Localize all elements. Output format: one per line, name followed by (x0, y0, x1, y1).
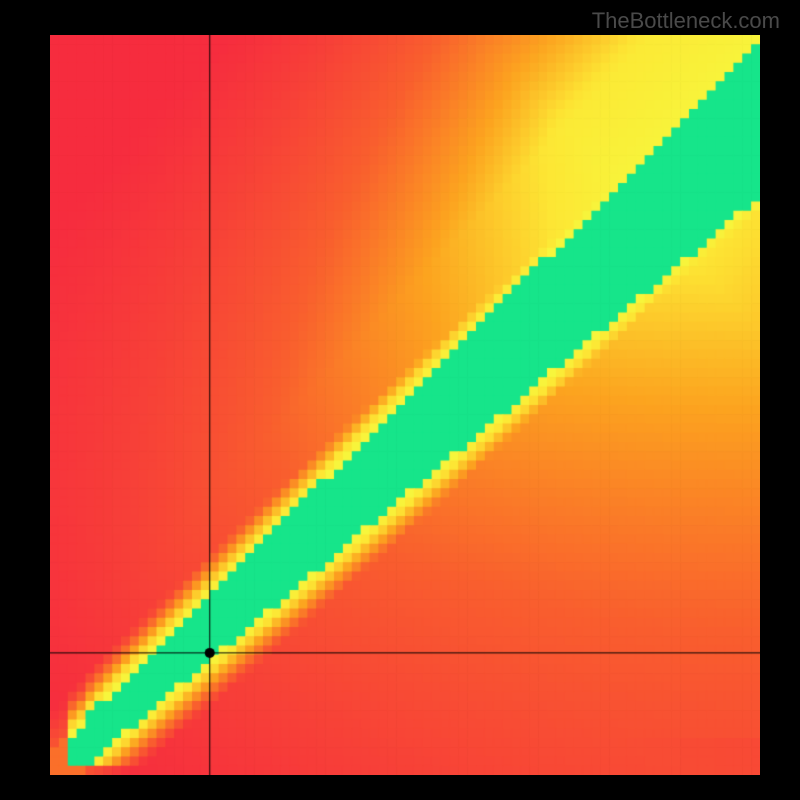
bottleneck-heatmap (50, 35, 760, 775)
watermark-text: TheBottleneck.com (592, 8, 780, 34)
heatmap-canvas (50, 35, 760, 775)
